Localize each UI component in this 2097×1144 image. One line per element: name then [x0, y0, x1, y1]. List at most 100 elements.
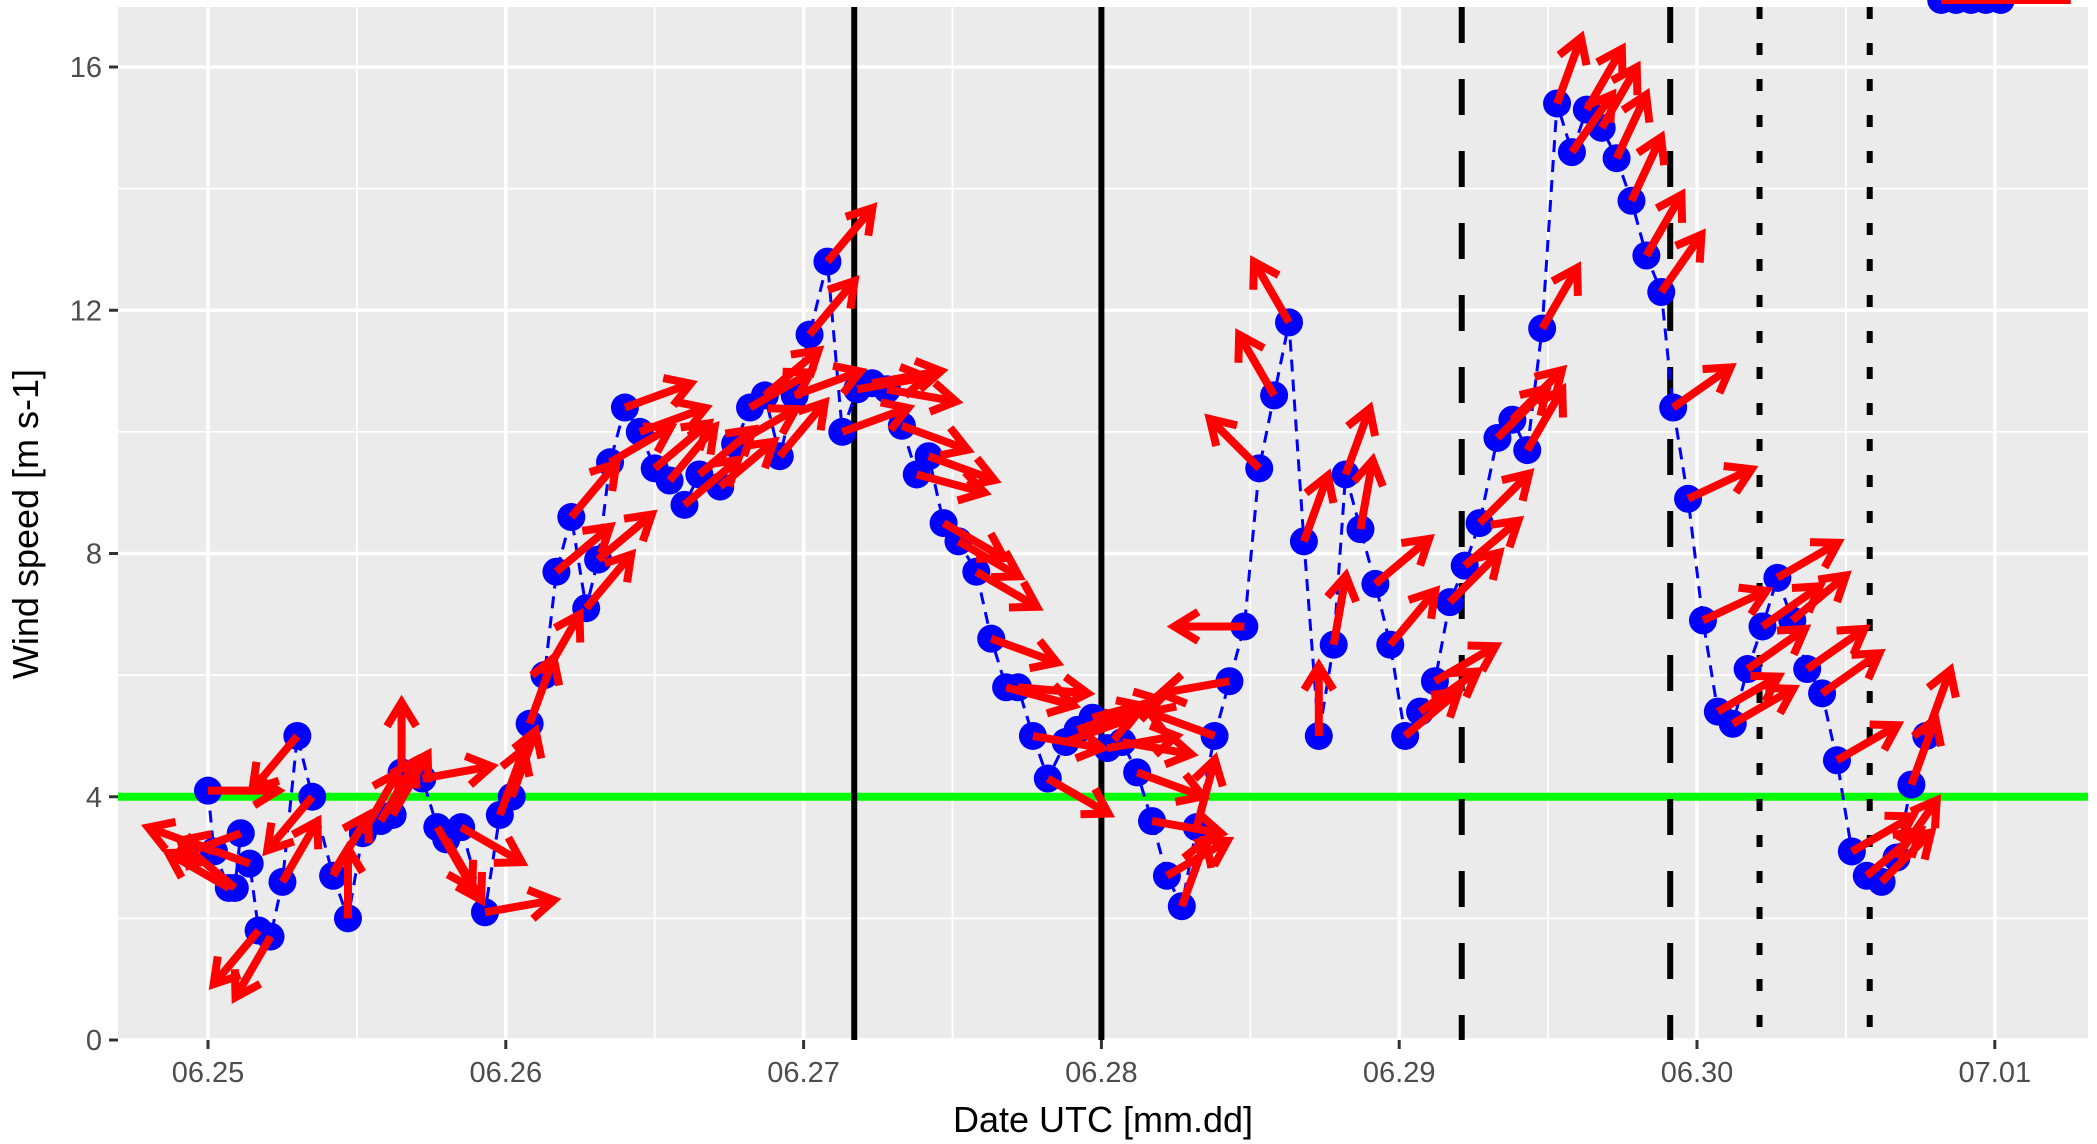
wind-direction-arrow [1204, 413, 1263, 472]
wind-direction-arrow [1686, 462, 1759, 503]
wind-direction-arrow [389, 747, 433, 817]
wind-direction-arrow [1417, 667, 1484, 715]
wind-direction-arrow [262, 794, 316, 857]
wind-direction-arrow [1234, 328, 1278, 398]
wind-direction-arrow [247, 733, 301, 796]
x-tick-label: 06.29 [1363, 1057, 1436, 1089]
wind-direction-arrow [1701, 583, 1774, 625]
wind-direction-arrow [383, 694, 420, 773]
wind-direction-arrow [989, 634, 1065, 673]
wind-direction-arrow [1642, 188, 1687, 258]
wind-direction-arrow [1178, 833, 1216, 908]
wind-direction-arrow [1657, 228, 1706, 295]
wind-direction-arrows [140, 0, 2071, 1004]
wind-direction-arrow [956, 537, 1026, 582]
wind-direction-arrow [1141, 702, 1216, 740]
wind-direction-arrow [553, 521, 616, 575]
wind-direction-arrow [824, 202, 878, 265]
wind-direction-arrow [1627, 130, 1669, 203]
wind-direction-arrow [623, 374, 698, 412]
wind-direction-arrow [1191, 752, 1227, 829]
wind-direction-arrow [1523, 382, 1567, 453]
wind-direction-arrow [459, 823, 529, 867]
wind-direction-arrow [717, 436, 780, 490]
wind-direction-arrow [568, 457, 622, 520]
wind-direction-arrow [1553, 30, 1591, 105]
y-tick-label: 16 [70, 52, 102, 84]
wind-direction-arrow [1372, 533, 1435, 587]
wind-direction-arrow [1476, 468, 1535, 526]
wind-direction-arrow [1583, 42, 1627, 112]
wind-direction-arrow [1300, 468, 1338, 543]
wind-direction-arrow [666, 421, 720, 484]
wind-direction-arrow [1166, 608, 1245, 645]
wind-direction-arrow [1789, 570, 1852, 624]
y-tick-label: 4 [86, 782, 102, 814]
wind-direction-arrow [927, 452, 1002, 490]
wind-direction-arrow [776, 396, 830, 459]
wind-direction-arrow [1017, 673, 1096, 710]
wind-direction-arrow [762, 345, 825, 399]
y-tick-label: 8 [86, 539, 102, 571]
wind-direction-arrow [806, 275, 860, 338]
wind-direction-arrow [541, 607, 585, 678]
wind-direction-arrow [1249, 255, 1293, 325]
wind-direction-arrow [230, 934, 275, 1004]
wind-direction-arrow [484, 886, 562, 922]
wind-direction-arrow [1462, 515, 1525, 569]
wind-direction-arrow [595, 509, 658, 563]
wind-direction-arrow [1152, 671, 1231, 708]
wind-direction-arrow [1745, 624, 1812, 673]
wind-direction-arrow [900, 422, 975, 460]
wind-direction-arrow [1775, 538, 1845, 582]
y-tick-label: 0 [86, 1025, 102, 1057]
x-tick-label: 06.25 [172, 1057, 245, 1089]
wind-direction-arrow [840, 398, 916, 436]
wind-direction-arrow [1670, 363, 1737, 411]
y-axis-title: Wind speed [m s-1] [5, 369, 46, 679]
x-tick-label: 06.27 [767, 1057, 840, 1089]
x-tick-label: 06.28 [1065, 1057, 1138, 1089]
wind-direction-arrow [176, 830, 252, 868]
wind-direction-arrow [329, 840, 367, 919]
x-tick-label: 06.26 [470, 1057, 543, 1089]
wind-direction-arrow [496, 742, 534, 817]
wind-direction-arrow [1324, 568, 1360, 646]
wind-speed-point [235, 849, 264, 878]
wind-direction-arrow [1045, 775, 1116, 819]
y-tick-label: 12 [70, 295, 102, 327]
wind-direction-arrow [793, 361, 868, 400]
wind-direction-arrow [1715, 671, 1786, 716]
event-vertical-lines [851, 7, 1873, 1040]
wind-direction-arrow [1351, 452, 1387, 530]
wind-direction-arrow [442, 837, 486, 907]
x-tick-label: 06.30 [1661, 1057, 1734, 1089]
wind-direction-arrow [871, 357, 949, 393]
wind-direction-arrow [974, 568, 1044, 612]
wind-direction-arrow [1387, 585, 1441, 648]
wind-direction-arrow [1893, 793, 1942, 860]
wind-direction-arrow [1121, 732, 1199, 769]
wind-direction-arrow [733, 404, 803, 448]
wind-direction-arrow [1834, 720, 1905, 764]
wind-direction-arrow [1538, 261, 1582, 331]
wind-direction-arrow [1432, 641, 1503, 685]
x-axis: 06.25 06.26 06.27 06.28 06.29 06.30 07.01 [172, 1040, 2031, 1089]
wind-direction-arrow [278, 814, 323, 884]
wind-direction-arrow [915, 469, 992, 505]
wind-direction-arrow [1804, 624, 1871, 673]
wind-direction-arrow [583, 548, 637, 611]
x-axis-title: Date UTC [mm.dd] [953, 1099, 1253, 1140]
wind-direction-arrow [1730, 684, 1800, 728]
wind-direction-arrow [507, 723, 546, 799]
wind-direction-arrow [1922, 662, 1960, 738]
wind-direction-arrow [1300, 658, 1337, 736]
wind-direction-arrow [1612, 87, 1654, 160]
y-axis: 0 4 8 12 16 [70, 52, 118, 1057]
wind-direction-arrow [1598, 60, 1642, 130]
wind-direction-arrow [1819, 648, 1886, 697]
wind-direction-arrow [1341, 401, 1380, 476]
wind-direction-arrow [421, 752, 499, 788]
wind-direction-arrow [886, 379, 964, 416]
